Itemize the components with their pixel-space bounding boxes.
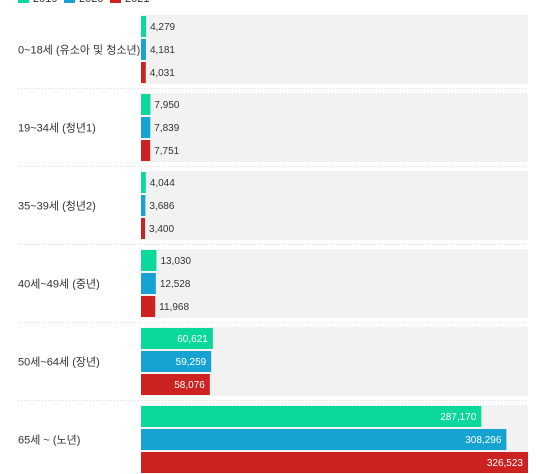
- bar-2021: [141, 140, 151, 161]
- bar-2020: [141, 117, 151, 138]
- data-label: 7,751: [154, 146, 179, 157]
- data-label: 4,181: [150, 45, 175, 56]
- category-label: 65세 ~ (노년): [18, 434, 80, 447]
- legend-swatch-2020: [64, 0, 75, 3]
- data-label: 58,076: [174, 380, 205, 391]
- legend-label-2021: 2021: [125, 0, 149, 5]
- bar-2020: [141, 351, 212, 372]
- category-label: 40세~49세 (중년): [18, 278, 100, 291]
- data-label: 326,523: [487, 458, 524, 469]
- bar-2021: [141, 452, 528, 473]
- category-label: 19~34세 (청년1): [18, 122, 96, 135]
- bar-2021: [141, 218, 146, 239]
- data-label: 11,968: [159, 302, 189, 313]
- data-label: 4,031: [150, 68, 175, 79]
- bar-2019: [141, 16, 147, 37]
- bar-2021: [141, 374, 210, 395]
- bar-2019: [141, 406, 482, 427]
- data-label: 4,044: [150, 178, 175, 189]
- bar-2020: [141, 273, 156, 294]
- data-label: 7,950: [154, 100, 179, 111]
- category-band: [141, 249, 528, 318]
- data-label: 60,621: [177, 334, 208, 345]
- data-label: 7,839: [154, 123, 179, 134]
- bar-2020: [141, 429, 507, 450]
- bar-2020: [141, 195, 146, 216]
- category-band: [141, 93, 528, 162]
- legend-label-2020: 2020: [79, 0, 103, 5]
- data-label: 308,296: [465, 435, 502, 446]
- category-band: [141, 15, 528, 84]
- bar-2019: [141, 94, 151, 115]
- data-label: 12,528: [160, 279, 191, 290]
- bar-2019: [141, 172, 146, 193]
- data-label: 3,686: [149, 201, 174, 212]
- legend-swatch-2021: [110, 0, 121, 3]
- category-label: 35~39세 (청년2): [18, 200, 96, 213]
- data-label: 3,400: [149, 224, 174, 235]
- data-label: 287,170: [440, 412, 477, 423]
- data-label: 59,259: [176, 357, 207, 368]
- legend-label-2019: 2019: [33, 0, 57, 5]
- bar-2021: [141, 62, 146, 83]
- data-label: 4,279: [150, 22, 175, 33]
- bar-2019: [141, 328, 213, 349]
- category-band: [141, 171, 528, 240]
- bar-2019: [141, 250, 157, 271]
- bar-2020: [141, 39, 146, 60]
- data-label: 13,030: [160, 256, 191, 267]
- category-label: 50세~64세 (장년): [18, 356, 100, 369]
- category-label: 0~18세 (유소아 및 청소년): [18, 44, 140, 57]
- bar-2021: [141, 296, 156, 317]
- legend-swatch-2019: [18, 0, 29, 3]
